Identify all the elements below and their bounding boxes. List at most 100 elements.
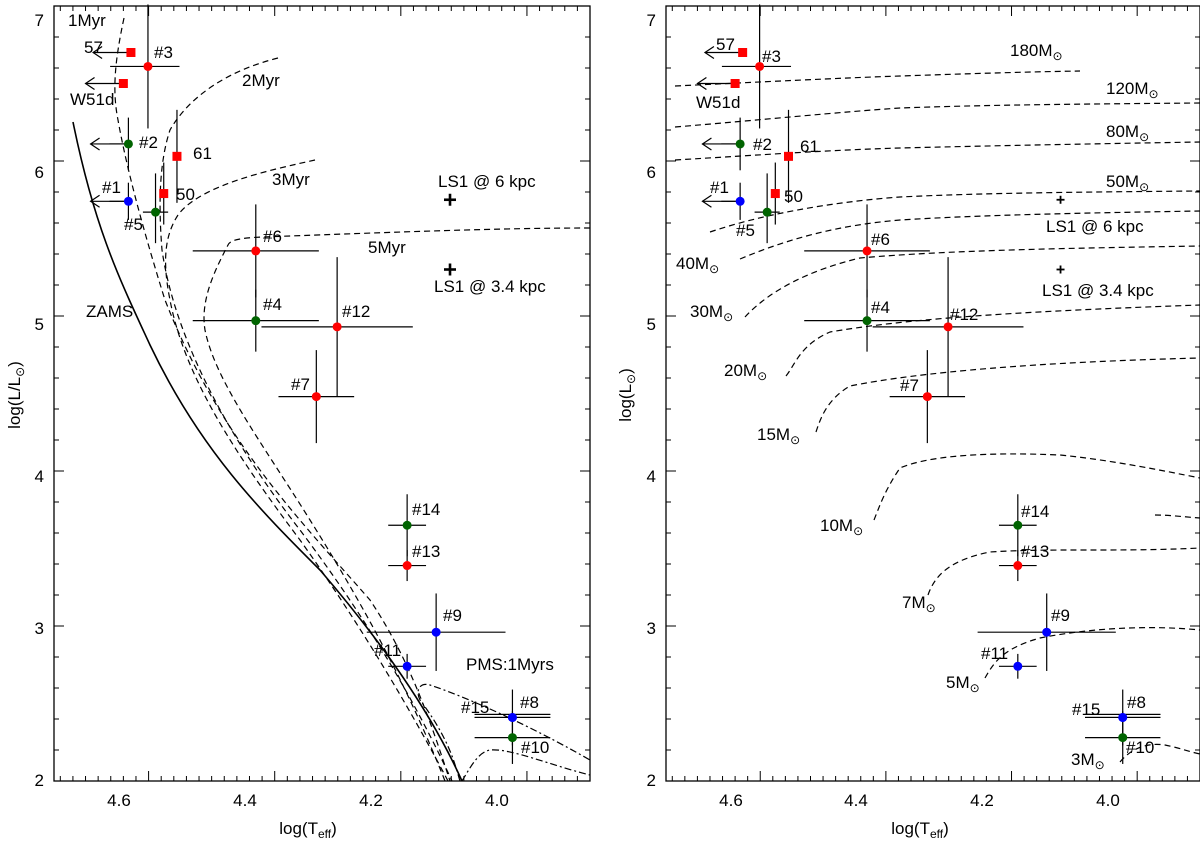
track-180msun — [674, 70, 1081, 87]
mass-label-50: 50M⊙ — [1106, 172, 1149, 194]
right-star-10-marker — [1118, 733, 1128, 743]
right-star-2-marker — [735, 139, 745, 149]
left-ref-star-w51d-arrow-head — [84, 77, 95, 90]
right-star-9-label: #9 — [1051, 606, 1070, 625]
left-ls1-markers — [444, 193, 457, 276]
right-star-1-label: #1 — [710, 178, 729, 197]
right-ref-star-w51d-marker — [730, 79, 740, 88]
track-15msun — [815, 357, 1200, 433]
left-star-1-arrow-head — [89, 194, 100, 208]
right-ytick-4: 4 — [647, 467, 656, 486]
ref-star-w51d-label: W51d — [70, 90, 114, 109]
ls1-3.4kpc-label: LS1 @ 3.4 kpc — [434, 277, 546, 296]
ref-star-61-label: 61 — [193, 144, 212, 163]
right-star-3-label: #3 — [762, 47, 781, 66]
track-50msun — [709, 190, 1200, 233]
right-ref-star-w51d-label: W51d — [696, 93, 740, 112]
label-5myr: 5Myr — [368, 238, 406, 257]
mass-label-120: 120M⊙ — [1106, 79, 1159, 101]
mass-label-80: 80M⊙ — [1106, 122, 1149, 144]
left-ref-star-50-marker — [159, 189, 169, 199]
right-star-15-label: #15 — [1072, 700, 1100, 719]
right-xtick-4.4: 4.4 — [844, 791, 868, 810]
pms-1myr-curve — [417, 683, 591, 782]
right-star-12-label: #12 — [950, 305, 978, 324]
right-star-14-marker — [1013, 520, 1023, 530]
left-ytick-3: 3 — [35, 619, 44, 638]
left-star-13-marker — [402, 561, 412, 571]
mass-label-3: 3M⊙ — [1071, 750, 1105, 772]
right-star-15-marker — [1118, 712, 1128, 722]
star-11-label: #11 — [374, 641, 401, 660]
right-star-5-marker — [762, 207, 772, 217]
right-star-13-label: #13 — [1021, 542, 1049, 561]
right-axis-ticks — [666, 5, 1200, 782]
left-xtick-4.4: 4.4 — [233, 791, 257, 810]
right-star-9-marker — [1042, 627, 1052, 637]
right-star-7-label: #7 — [900, 376, 919, 395]
left-star-7-marker — [311, 392, 321, 402]
mass-label-5: 5M⊙ — [946, 673, 980, 695]
right-star-1-marker — [735, 196, 745, 206]
mass-label-30: 30M⊙ — [690, 302, 733, 324]
left-star-9-marker — [431, 627, 441, 637]
right-ytick-6: 6 — [647, 163, 656, 182]
right-ls1-markers — [1056, 195, 1065, 274]
left-star-10-marker — [507, 733, 517, 743]
isochrone-5myr — [203, 227, 591, 782]
right-ref-star-50-label: 50 — [784, 187, 803, 206]
right-star-13-marker — [1013, 561, 1023, 571]
right-star-14-label: #14 — [1021, 502, 1049, 521]
right-star-12-marker — [943, 322, 953, 332]
star-3-label: #3 — [154, 43, 173, 62]
left-star-5-marker — [151, 207, 161, 217]
right-ref-star-61-marker — [784, 151, 794, 161]
star-4-label: #4 — [263, 295, 282, 314]
right-ls1-6kpc-label: LS1 @ 6 kpc — [1046, 217, 1144, 236]
right-panel-mass-tracks: 2 3 4 5 6 7 4.6 4.4 4.2 4.0 log(Teff) lo… — [616, 4, 1200, 841]
right-y-axis-label: log(L⊙) — [616, 368, 638, 422]
star-5-label: #5 — [124, 215, 143, 234]
right-star-4-label: #4 — [871, 298, 890, 317]
track-40msun — [739, 210, 1200, 260]
track-3msun — [1119, 743, 1200, 763]
ls1-6kpc-label: LS1 @ 6 kpc — [438, 172, 536, 191]
left-ytick-6: 6 — [35, 163, 44, 182]
left-x-axis-label: log(Teff) — [279, 819, 337, 841]
right-star-11-marker — [1013, 661, 1023, 671]
right-plot-frame — [665, 5, 1200, 782]
left-ref-star-w51d-marker — [118, 79, 128, 88]
right-ref-star-w51d-arrow-head — [696, 77, 707, 90]
star-2-label: #2 — [139, 133, 158, 152]
left-y-axis-label: log(L/L⊙) — [5, 361, 27, 429]
label-3myr: 3Myr — [272, 170, 310, 189]
mass-label-10: 10M⊙ — [820, 516, 863, 538]
isochrone-3myr — [165, 159, 449, 782]
right-ref-star-57-label: 57 — [716, 35, 735, 54]
track-80msun — [674, 141, 1200, 161]
star-1-label: #1 — [102, 178, 121, 197]
left-xtick-4.6: 4.6 — [107, 791, 131, 810]
right-star-5-label: #5 — [736, 221, 755, 240]
zams-curve — [72, 121, 463, 782]
left-star-4-marker — [251, 316, 261, 326]
mass-label-20: 20M⊙ — [724, 361, 767, 383]
right-ref-star-57-arrow-head — [703, 46, 715, 59]
mass-label-15: 15M⊙ — [757, 425, 800, 447]
right-ls1-3.4kpc-label: LS1 @ 3.4 kpc — [1042, 281, 1154, 300]
right-ytick-2: 2 — [647, 771, 656, 790]
left-ytick-5: 5 — [35, 315, 44, 334]
right-star-7-marker — [922, 392, 932, 402]
right-star-11-label: #11 — [981, 644, 1008, 663]
star-7-label: #7 — [291, 375, 310, 394]
left-star-15-marker — [507, 712, 517, 722]
star-12-label: #12 — [342, 302, 370, 321]
left-ytick-7: 7 — [35, 11, 44, 30]
left-star-2-marker — [123, 139, 133, 149]
right-star-2-label: #2 — [753, 135, 772, 154]
track-10msun-tail — [1154, 514, 1200, 519]
star-8-label: #8 — [520, 693, 539, 712]
right-star-8-label: #8 — [1127, 693, 1146, 712]
left-plot-frame — [53, 5, 591, 782]
